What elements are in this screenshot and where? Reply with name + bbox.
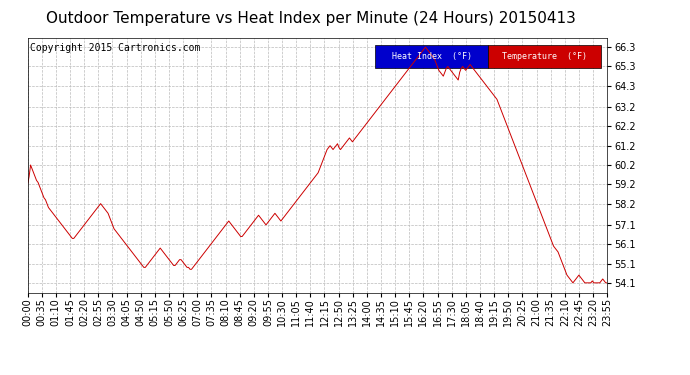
Text: Outdoor Temperature vs Heat Index per Minute (24 Hours) 20150413: Outdoor Temperature vs Heat Index per Mi… <box>46 11 575 26</box>
Text: Copyright 2015 Cartronics.com: Copyright 2015 Cartronics.com <box>30 43 201 52</box>
Text: Temperature  (°F): Temperature (°F) <box>502 52 587 61</box>
FancyBboxPatch shape <box>489 45 602 68</box>
FancyBboxPatch shape <box>375 45 489 68</box>
Text: Heat Index  (°F): Heat Index (°F) <box>392 52 472 61</box>
